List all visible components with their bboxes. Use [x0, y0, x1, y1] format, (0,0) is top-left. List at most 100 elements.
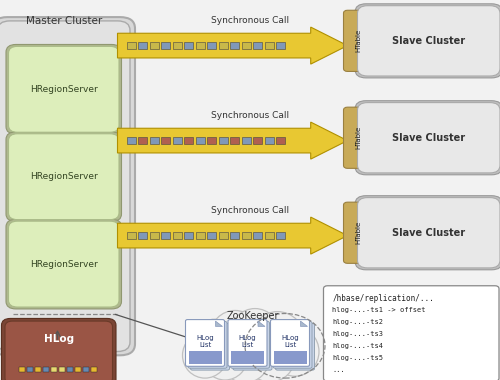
FancyBboxPatch shape — [273, 321, 312, 368]
FancyBboxPatch shape — [0, 17, 135, 355]
Text: HTable: HTable — [356, 126, 362, 149]
FancyBboxPatch shape — [264, 137, 274, 144]
Text: Slave Cluster: Slave Cluster — [392, 228, 466, 238]
FancyBboxPatch shape — [138, 42, 147, 49]
FancyBboxPatch shape — [242, 232, 250, 239]
FancyBboxPatch shape — [186, 320, 224, 366]
FancyBboxPatch shape — [18, 367, 25, 372]
Polygon shape — [118, 122, 348, 159]
FancyBboxPatch shape — [66, 367, 73, 372]
Ellipse shape — [245, 332, 295, 380]
FancyBboxPatch shape — [196, 232, 204, 239]
FancyBboxPatch shape — [207, 137, 216, 144]
Text: ZooKeeper: ZooKeeper — [226, 311, 279, 321]
FancyBboxPatch shape — [207, 42, 216, 49]
Text: hlog-...-ts1 -> offset: hlog-...-ts1 -> offset — [332, 307, 426, 313]
Text: HLog: HLog — [44, 334, 74, 344]
FancyBboxPatch shape — [42, 367, 49, 372]
FancyBboxPatch shape — [358, 6, 500, 76]
FancyBboxPatch shape — [184, 137, 193, 144]
FancyBboxPatch shape — [274, 351, 306, 364]
Text: Slave Cluster: Slave Cluster — [392, 36, 466, 46]
FancyBboxPatch shape — [188, 321, 227, 368]
FancyBboxPatch shape — [6, 219, 121, 309]
FancyBboxPatch shape — [276, 323, 314, 370]
Text: ...: ... — [332, 367, 345, 373]
FancyBboxPatch shape — [74, 367, 81, 372]
FancyBboxPatch shape — [218, 42, 228, 49]
Text: HLog
List: HLog List — [196, 334, 214, 348]
Ellipse shape — [188, 319, 242, 376]
FancyBboxPatch shape — [276, 232, 285, 239]
FancyBboxPatch shape — [172, 232, 182, 239]
FancyBboxPatch shape — [253, 42, 262, 49]
Text: HRegionServer: HRegionServer — [30, 172, 98, 181]
FancyBboxPatch shape — [242, 42, 250, 49]
FancyBboxPatch shape — [228, 320, 267, 366]
FancyBboxPatch shape — [253, 232, 262, 239]
Ellipse shape — [202, 334, 248, 380]
FancyBboxPatch shape — [6, 44, 121, 134]
Ellipse shape — [210, 310, 260, 362]
FancyBboxPatch shape — [188, 351, 222, 364]
FancyBboxPatch shape — [196, 137, 204, 144]
FancyBboxPatch shape — [196, 42, 204, 49]
FancyBboxPatch shape — [358, 198, 500, 268]
FancyBboxPatch shape — [126, 42, 136, 49]
Ellipse shape — [230, 309, 280, 360]
FancyBboxPatch shape — [230, 42, 239, 49]
FancyBboxPatch shape — [161, 42, 170, 49]
FancyBboxPatch shape — [126, 137, 136, 144]
Ellipse shape — [271, 327, 319, 376]
FancyBboxPatch shape — [138, 137, 147, 144]
FancyBboxPatch shape — [233, 323, 272, 370]
FancyBboxPatch shape — [230, 232, 239, 239]
FancyBboxPatch shape — [150, 232, 158, 239]
FancyBboxPatch shape — [276, 137, 285, 144]
Polygon shape — [258, 321, 265, 326]
Text: HRegionServer: HRegionServer — [30, 85, 98, 94]
FancyBboxPatch shape — [161, 232, 170, 239]
Text: /hbase/replication/...: /hbase/replication/... — [332, 294, 434, 303]
Ellipse shape — [182, 332, 228, 378]
FancyBboxPatch shape — [231, 351, 264, 364]
FancyBboxPatch shape — [8, 134, 119, 220]
Text: Synchronous Call: Synchronous Call — [211, 206, 289, 215]
Text: hlog-...-ts5: hlog-...-ts5 — [332, 355, 384, 361]
Polygon shape — [216, 321, 222, 326]
FancyBboxPatch shape — [50, 367, 57, 372]
FancyBboxPatch shape — [344, 107, 374, 168]
Ellipse shape — [221, 336, 269, 380]
FancyBboxPatch shape — [344, 10, 374, 71]
Text: HTable: HTable — [356, 221, 362, 244]
Text: Slave Cluster: Slave Cluster — [392, 133, 466, 143]
FancyBboxPatch shape — [126, 232, 136, 239]
Polygon shape — [300, 321, 308, 326]
FancyBboxPatch shape — [358, 103, 500, 173]
FancyBboxPatch shape — [184, 232, 193, 239]
FancyBboxPatch shape — [253, 137, 262, 144]
FancyBboxPatch shape — [270, 320, 310, 366]
FancyBboxPatch shape — [5, 321, 112, 380]
Text: Synchronous Call: Synchronous Call — [211, 16, 289, 25]
FancyBboxPatch shape — [138, 232, 147, 239]
FancyBboxPatch shape — [324, 286, 499, 380]
Text: hlog-...-ts3: hlog-...-ts3 — [332, 331, 384, 337]
FancyBboxPatch shape — [355, 4, 500, 78]
FancyBboxPatch shape — [2, 318, 116, 380]
FancyBboxPatch shape — [82, 367, 89, 372]
FancyBboxPatch shape — [264, 42, 274, 49]
Text: Master Cluster: Master Cluster — [26, 16, 102, 26]
FancyBboxPatch shape — [58, 367, 65, 372]
FancyBboxPatch shape — [230, 137, 239, 144]
FancyBboxPatch shape — [150, 42, 158, 49]
FancyBboxPatch shape — [26, 367, 33, 372]
FancyBboxPatch shape — [8, 46, 119, 132]
Text: HLog
List: HLog List — [238, 334, 256, 348]
Polygon shape — [118, 27, 348, 64]
FancyBboxPatch shape — [172, 42, 182, 49]
FancyBboxPatch shape — [264, 232, 274, 239]
FancyBboxPatch shape — [150, 137, 158, 144]
FancyBboxPatch shape — [90, 367, 97, 372]
FancyBboxPatch shape — [190, 323, 230, 370]
